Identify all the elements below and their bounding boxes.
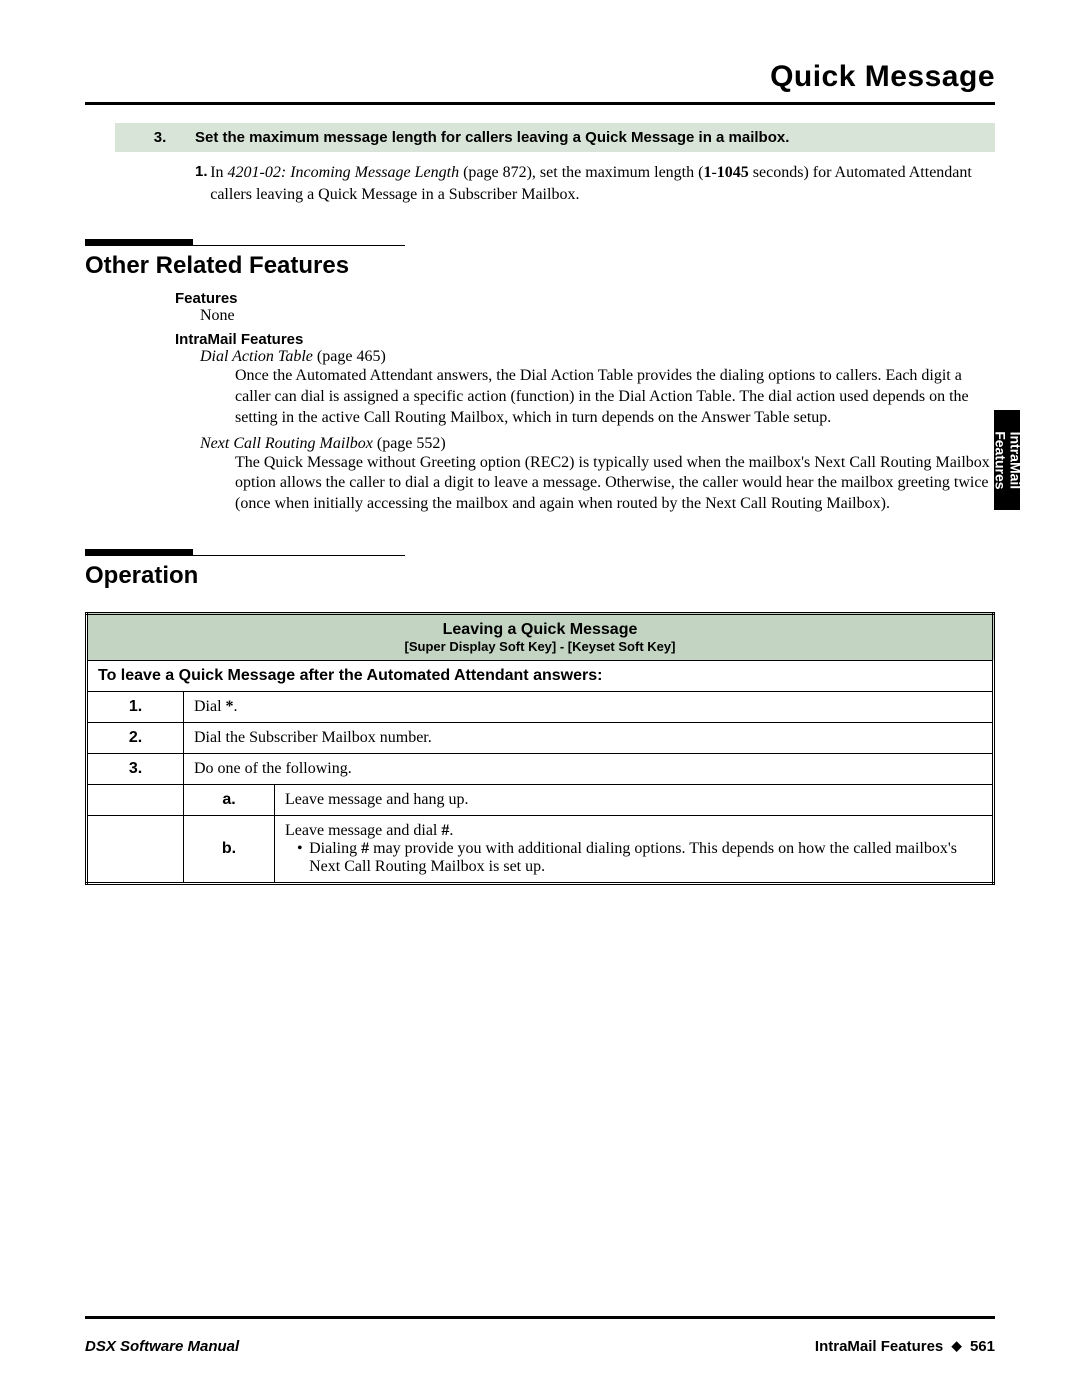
key-bold: # xyxy=(361,840,369,857)
operation-table: Leaving a Quick Message [Super Display S… xyxy=(85,612,995,885)
footer: DSX Software Manual IntraMail Features ◆… xyxy=(85,1338,995,1355)
table-instruction: To leave a Quick Message after the Autom… xyxy=(87,660,994,691)
text: (page 872), set the maximum length ( xyxy=(459,164,703,181)
row-text: Leave message and dial #. • Dialing # ma… xyxy=(275,815,994,883)
section-line xyxy=(85,245,405,246)
reference-italic: 4201-02: Incoming Message Length xyxy=(228,164,460,181)
row-text: Do one of the following. xyxy=(184,753,994,784)
side-tab: IntraMail Features xyxy=(994,410,1020,510)
table-subtitle: [Super Display Soft Key] - [Keyset Soft … xyxy=(98,639,982,654)
row-text: Dial *. xyxy=(184,691,994,722)
feature-page: (page 465) xyxy=(313,348,386,365)
footer-label: IntraMail Features xyxy=(815,1338,943,1355)
value-bold: 1045 xyxy=(717,164,749,181)
bullet-icon: • xyxy=(297,840,309,876)
features-none: None xyxy=(200,307,995,325)
text: . xyxy=(449,822,453,839)
table-row: 1. Dial *. xyxy=(87,691,994,722)
section-related: Other Related Features xyxy=(85,239,995,280)
section-operation: Operation xyxy=(85,549,995,590)
section-title: Operation xyxy=(85,562,995,590)
intramail-label: IntraMail Features xyxy=(175,331,995,348)
text: . xyxy=(234,698,238,715)
row-num-empty xyxy=(87,815,184,883)
footer-left: DSX Software Manual xyxy=(85,1338,239,1355)
feature-item: Next Call Routing Mailbox (page 552) xyxy=(200,435,995,453)
footer-rule xyxy=(85,1316,995,1319)
table-subrow: b. Leave message and dial #. • Dialing #… xyxy=(87,815,994,883)
bullet-text: Dialing # may provide you with additiona… xyxy=(309,840,982,876)
step-item-num: 1. xyxy=(195,162,210,205)
side-tab-line2: Features xyxy=(992,431,1008,489)
text: Leave message and dial xyxy=(285,822,441,839)
text: Dialing xyxy=(309,840,361,857)
feature-desc: The Quick Message without Greeting optio… xyxy=(235,453,995,515)
page-title: Quick Message xyxy=(85,60,995,94)
row-num: 1. xyxy=(87,691,184,722)
feature-ref: Next Call Routing Mailbox xyxy=(200,435,373,452)
table-title: Leaving a Quick Message xyxy=(98,621,982,639)
row-text: Dial the Subscriber Mailbox number. xyxy=(184,722,994,753)
diamond-icon: ◆ xyxy=(952,1338,962,1353)
step-number: 3. xyxy=(125,129,195,146)
header-rule xyxy=(85,102,995,105)
table-header: Leaving a Quick Message [Super Display S… xyxy=(87,613,994,660)
text: Dial xyxy=(194,698,226,715)
step-bar: 3. Set the maximum message length for ca… xyxy=(115,123,995,152)
text: may provide you with additional dialing … xyxy=(309,840,957,875)
row-num: 2. xyxy=(87,722,184,753)
step-item-text: In 4201-02: Incoming Message Length (pag… xyxy=(210,162,995,205)
row-letter: a. xyxy=(184,784,275,815)
footer-page: 561 xyxy=(970,1338,995,1355)
text: In xyxy=(210,164,227,181)
table-row: 3. Do one of the following. xyxy=(87,753,994,784)
page: Quick Message 3. Set the maximum message… xyxy=(0,0,1080,1397)
feature-item: Dial Action Table (page 465) xyxy=(200,348,995,366)
step-title: Set the maximum message length for calle… xyxy=(195,129,789,146)
row-letter: b. xyxy=(184,815,275,883)
section-title: Other Related Features xyxy=(85,252,995,280)
feature-desc: Once the Automated Attendant answers, th… xyxy=(235,366,995,428)
features-label: Features xyxy=(175,290,995,307)
row-num: 3. xyxy=(87,753,184,784)
table-row: 2. Dial the Subscriber Mailbox number. xyxy=(87,722,994,753)
section-line xyxy=(85,555,405,556)
key-bold: * xyxy=(226,698,234,715)
step-body: 1. In 4201-02: Incoming Message Length (… xyxy=(195,162,995,205)
footer-right: IntraMail Features ◆ 561 xyxy=(815,1338,995,1355)
side-tab-line1: IntraMail xyxy=(1007,431,1023,489)
row-text: Leave message and hang up. xyxy=(275,784,994,815)
row-num-empty xyxy=(87,784,184,815)
feature-page: (page 552) xyxy=(373,435,446,452)
table-subrow: a. Leave message and hang up. xyxy=(87,784,994,815)
feature-ref: Dial Action Table xyxy=(200,348,313,365)
